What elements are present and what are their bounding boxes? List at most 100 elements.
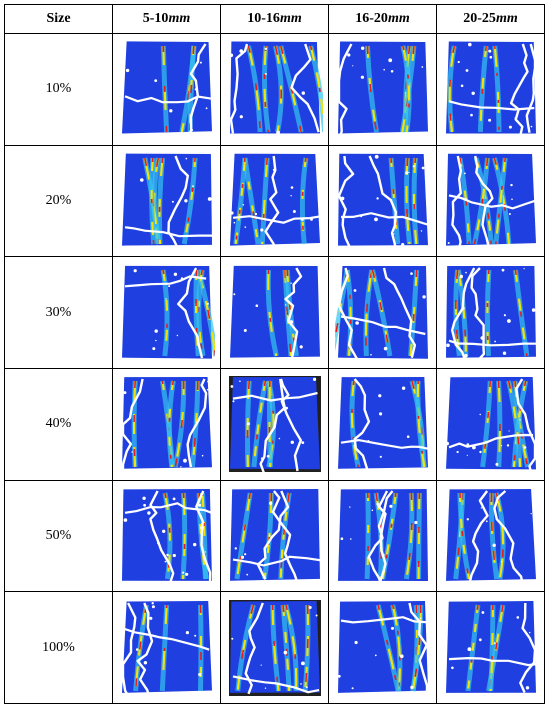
speckle [181, 571, 184, 574]
speckle [289, 194, 292, 197]
speckle [239, 115, 243, 119]
strain-band-hot [200, 492, 206, 579]
speckle [466, 454, 468, 457]
speckle [480, 507, 482, 509]
strain-band-hot [458, 492, 470, 580]
strain-band-hot [161, 46, 168, 133]
speckle [194, 88, 197, 91]
table-row: 20% [4, 144, 545, 258]
speckle [457, 61, 460, 64]
strain-band-peak [161, 604, 167, 691]
speckle [523, 267, 525, 269]
speckle [185, 630, 189, 634]
speckle [493, 340, 496, 343]
speckle [232, 400, 234, 403]
strain-band-peak [279, 492, 290, 579]
speckle [268, 501, 272, 505]
strain-band-hot [198, 604, 202, 691]
speckle [501, 268, 504, 272]
strain-map-image [121, 153, 215, 250]
strain-band-hot [260, 157, 268, 245]
speckle [518, 419, 521, 421]
strain-band-hot [403, 46, 411, 133]
speckle [348, 506, 350, 508]
strain-band-hot [512, 381, 527, 468]
speckle [390, 626, 394, 630]
strain-band-peak [247, 46, 261, 133]
crack-path [492, 490, 524, 585]
strain-band-hot [188, 46, 195, 133]
speckle [299, 344, 303, 349]
speckle [464, 271, 467, 274]
speckle [354, 640, 358, 644]
speckle [413, 520, 417, 525]
speckle [337, 674, 341, 678]
speckle [387, 58, 392, 63]
speckle [172, 553, 176, 558]
strain-band-peak [283, 269, 292, 356]
strain-band-hot [458, 157, 470, 245]
header-col-1: 5-10mm [112, 4, 221, 34]
crack-path [271, 490, 299, 585]
crack-path [263, 155, 279, 250]
speckle [420, 230, 422, 232]
crack-path [340, 212, 431, 227]
speckle [463, 353, 468, 358]
crack-path [367, 490, 393, 585]
speckle [531, 307, 535, 312]
speckle [206, 389, 208, 391]
strain-band-hot [466, 604, 479, 691]
crack-pattern-table: Size 5-10mm 10-16mm 16-20mm 20-25mm 10% … [4, 4, 545, 704]
speckle [164, 560, 166, 563]
strain-band-hot [350, 381, 359, 468]
speckle [374, 654, 377, 656]
speckle [232, 292, 235, 295]
speckle [510, 198, 513, 201]
strain-band-hot [262, 46, 269, 133]
speckle [485, 520, 488, 523]
crack-path [377, 490, 388, 585]
speckle [254, 212, 257, 216]
speckle [151, 346, 155, 350]
speckle [506, 444, 509, 447]
speckle [238, 49, 243, 54]
speckle [400, 242, 404, 247]
speckle [447, 241, 450, 244]
speckle [404, 171, 408, 175]
strain-band-hot [456, 269, 467, 356]
strain-map-cell [328, 367, 437, 481]
strain-band [364, 492, 371, 580]
speckle [123, 518, 127, 522]
strain-band-hot [416, 381, 426, 468]
speckle [471, 91, 475, 96]
speckle [421, 166, 424, 170]
col-1-range: 5-10 [142, 11, 169, 26]
row-label: 10% [4, 33, 113, 146]
strain-band-hot [252, 381, 266, 468]
crack-path [448, 194, 539, 210]
speckle [375, 197, 379, 200]
strain-band-hot [410, 381, 425, 468]
speckle [466, 518, 469, 521]
speckle [234, 547, 237, 550]
speckle [229, 53, 233, 58]
strain-band-hot [163, 492, 171, 580]
speckle [346, 53, 350, 57]
strain-map-image [337, 153, 431, 250]
table-row: 50% [4, 479, 545, 593]
speckle [190, 129, 193, 132]
crack-path [340, 315, 426, 335]
header-row: Size 5-10mm 10-16mm 16-20mm 20-25mm [4, 4, 545, 34]
strain-band-hot [408, 269, 418, 356]
speckle [230, 385, 233, 389]
speckle [340, 196, 344, 201]
speckle [375, 502, 379, 506]
speckle [508, 125, 512, 129]
crack-path [450, 267, 475, 362]
speckle [122, 391, 126, 395]
speckle [520, 434, 523, 437]
header-col-2: 10-16mm [220, 4, 329, 34]
strain-map-cell [112, 479, 221, 593]
crack-path [514, 378, 536, 474]
strain-band-peak [512, 381, 526, 468]
